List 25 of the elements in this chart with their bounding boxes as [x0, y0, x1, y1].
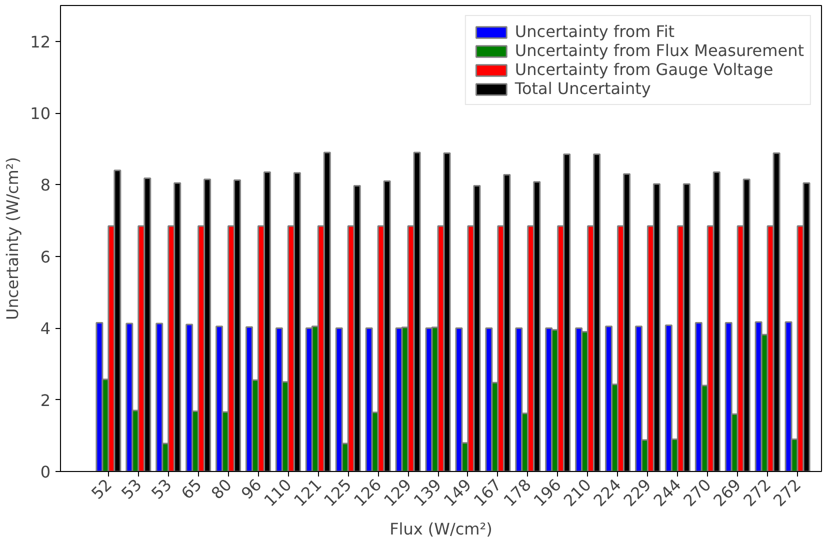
x-tick-label: 53	[118, 475, 146, 503]
bar	[216, 326, 224, 472]
x-tick-label: 52	[88, 475, 116, 503]
y-axis-title: Uncertainty (W/cm²)	[3, 156, 22, 320]
bar	[515, 327, 523, 472]
x-axis-title: Flux (W/cm²)	[390, 520, 492, 539]
legend-label: Uncertainty from Gauge Voltage	[514, 60, 774, 79]
y-tick-label: 6	[40, 247, 51, 266]
bar	[126, 322, 134, 472]
x-tick-label: 272	[770, 475, 805, 510]
x-tick-label: 53	[148, 475, 176, 503]
y-tick-label: 12	[30, 32, 50, 52]
y-tick-label: 8	[40, 176, 51, 195]
legend-label: Uncertainty from Flux Measurement	[514, 41, 804, 60]
x-tick-label: 65	[178, 475, 206, 503]
y-tick-label: 10	[30, 104, 50, 124]
legend-label: Total Uncertainty	[514, 79, 651, 98]
legend-label: Uncertainty from Fit	[514, 22, 675, 41]
bar	[186, 324, 194, 472]
y-tick-label: 0	[40, 462, 51, 482]
bar	[156, 322, 164, 472]
x-tick-label: 80	[208, 475, 236, 503]
y-tick-label: 4	[40, 319, 51, 338]
y-tick-label: 2	[40, 390, 51, 410]
bar	[455, 327, 463, 472]
